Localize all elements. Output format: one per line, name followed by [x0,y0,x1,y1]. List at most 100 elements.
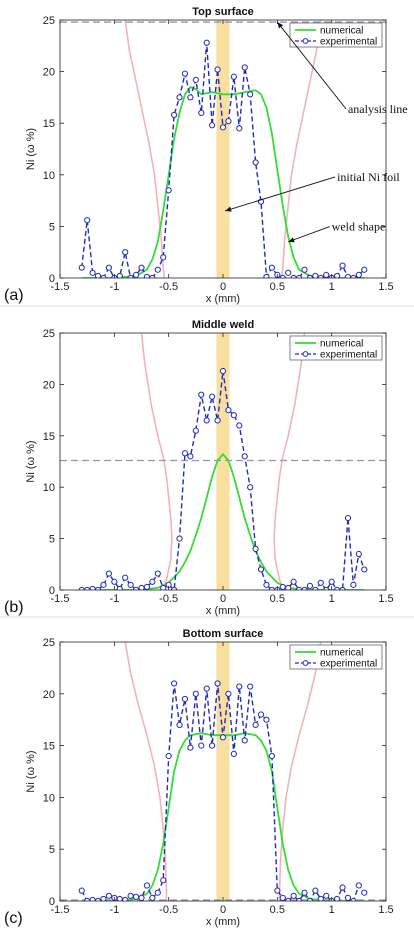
data-point [176,535,183,542]
data-point [122,249,129,256]
data-point [192,427,199,434]
data-point [295,897,303,901]
data-point [219,367,227,375]
data-point [214,417,221,424]
data-point [219,734,227,741]
x-tick-label: -1.5 [51,904,70,916]
data-point [268,264,275,271]
data-point [160,877,167,884]
data-point [355,882,362,889]
data-point [334,272,341,278]
x-tick-label: 1 [329,593,335,605]
data-point [339,586,346,590]
data-point [312,887,319,894]
data-point [181,70,189,77]
weld-shape-left [124,642,168,901]
data-point [84,217,91,224]
data-point [132,586,140,590]
legend-label: numerical [320,339,363,350]
y-tick-label: 0 [49,585,55,597]
data-point [306,582,314,589]
data-point [111,578,118,585]
data-point [236,125,243,132]
data-point [171,111,178,119]
annotation-label: analysis line [348,102,408,116]
legend-marker [302,660,309,666]
panel-middle-weld: -1.5 -1 -0.5 0 0.5 1 1.5 0 5 10 15 20 25 Middle weld x… [4,319,394,617]
data-point [116,272,123,278]
data-point [132,893,140,900]
data-point [143,882,151,889]
data-point [138,894,145,901]
y-tick-label: 0 [49,273,55,285]
x-axis-label: x (mm) [206,605,240,617]
data-point [165,752,172,760]
data-point [187,94,194,101]
x-tick-label: 0.5 [270,904,285,916]
chart-title: Top surface [192,6,254,18]
annotation-arrowhead [225,206,232,212]
annotation-arrow [225,176,336,212]
x-tick-label: 1.5 [378,593,393,605]
data-point [122,574,129,581]
data-point [122,896,129,901]
data-point [344,273,352,278]
data-point [290,578,297,585]
data-point [290,892,297,899]
data-point [350,581,357,588]
data-point [154,266,161,273]
panel-letter: (c) [4,910,23,927]
data-point [263,273,270,278]
data-point [100,895,107,901]
x-tick-label: -1 [109,281,119,293]
data-point [323,892,330,899]
y-tick-label: 15 [43,118,55,130]
data-point [181,695,189,703]
y-tick-label: 20 [43,689,55,701]
data-point [165,187,172,194]
y-tick-label: 15 [43,741,55,753]
data-point [339,884,346,891]
chart-title: Bottom surface [183,628,264,640]
data-point [350,897,357,901]
data-point [214,66,221,73]
data-point [78,887,85,894]
data-point [89,585,96,590]
data-point [187,453,194,460]
y-tick-label: 25 [43,328,55,340]
y-tick-label: 25 [43,637,55,649]
data-point [361,266,368,273]
annotation-label: weld shape [332,220,386,234]
data-point [154,570,161,577]
data-point [279,583,286,590]
data-point [279,894,286,901]
data-point [94,586,102,590]
data-point [252,721,259,728]
annotation-arrow [276,21,347,110]
data-point [285,897,292,901]
data-point [203,39,210,46]
chart-title: Middle weld [192,319,254,331]
weld-shape-right [280,20,322,278]
y-tick-label: 5 [49,534,55,546]
data-point [203,417,210,424]
data-point [230,73,237,80]
data-point [94,897,102,901]
y-tick-label: 5 [49,844,55,856]
data-point [78,264,85,271]
data-point [317,579,324,586]
data-point [198,109,205,116]
data-point [334,895,341,901]
data-point [241,453,248,460]
data-point [160,584,167,590]
data-point [252,159,259,166]
x-tick-label: -1.5 [51,281,70,293]
data-point [138,264,145,271]
data-point [361,889,368,896]
data-point [236,422,243,429]
y-tick-label: 0 [49,896,55,908]
data-point [203,685,210,692]
data-point [225,690,232,697]
